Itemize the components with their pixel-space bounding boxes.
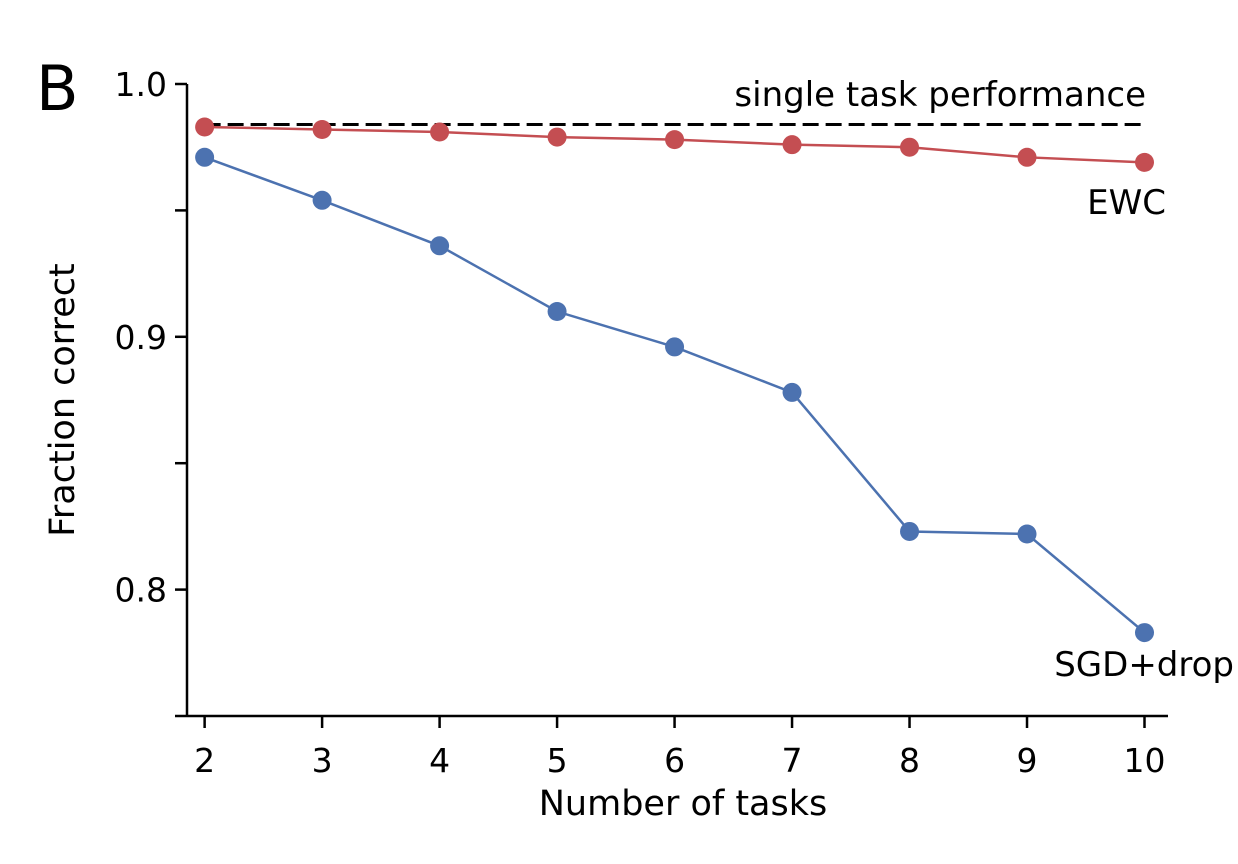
y-axis-label: Fraction correct — [43, 263, 83, 536]
x-tick-label: 10 — [1124, 741, 1166, 780]
data-point-ewc — [1017, 147, 1037, 167]
data-point-ewc — [1135, 152, 1155, 172]
x-tick-label: 8 — [899, 741, 920, 780]
data-point-ewc — [312, 120, 332, 140]
data-point-sgd-drop — [665, 337, 685, 357]
reference-line-label: single task performance — [734, 75, 1146, 115]
x-tick-label: 6 — [664, 741, 685, 780]
x-tick-label: 2 — [194, 741, 215, 780]
series-layer — [195, 117, 1155, 643]
series-label-ewc: EWC — [1087, 183, 1166, 223]
y-tick-label: 1.0 — [115, 65, 167, 104]
reference-line-group: single task performance — [204, 75, 1146, 126]
data-point-sgd-drop — [430, 236, 450, 256]
y-tick-label: 0.8 — [115, 571, 167, 610]
data-point-ewc — [665, 130, 685, 150]
data-point-sgd-drop — [195, 147, 215, 167]
data-point-ewc — [900, 137, 920, 157]
data-point-ewc — [195, 117, 215, 137]
axes — [185, 84, 1168, 718]
x-tick-label: 4 — [429, 741, 450, 780]
y-ticks: 0.8 0.9 1.0 — [115, 65, 187, 718]
x-ticks: 2 3 4 5 6 7 8 9 10 — [194, 716, 1166, 780]
x-tick-label: 7 — [782, 741, 803, 780]
panel-label: B — [36, 52, 79, 125]
data-point-sgd-drop — [1135, 623, 1155, 643]
data-point-ewc — [430, 122, 450, 142]
series-sgd-drop — [195, 147, 1155, 643]
series-line-sgd-drop — [204, 156, 1146, 634]
x-axis-label: Number of tasks — [539, 784, 828, 824]
data-point-sgd-drop — [1017, 524, 1037, 544]
y-tick-label: 0.9 — [115, 318, 167, 357]
data-point-ewc — [782, 135, 802, 155]
data-point-sgd-drop — [547, 302, 567, 322]
data-point-ewc — [547, 127, 567, 147]
data-point-sgd-drop — [312, 190, 332, 210]
x-tick-label: 5 — [547, 741, 568, 780]
data-point-sgd-drop — [900, 521, 920, 541]
x-tick-label: 9 — [1017, 741, 1038, 780]
series-ewc — [195, 117, 1155, 172]
series-label-sgd-drop: SGD+drop — [1054, 645, 1234, 685]
data-point-sgd-drop — [782, 382, 802, 402]
x-tick-label: 3 — [312, 741, 333, 780]
